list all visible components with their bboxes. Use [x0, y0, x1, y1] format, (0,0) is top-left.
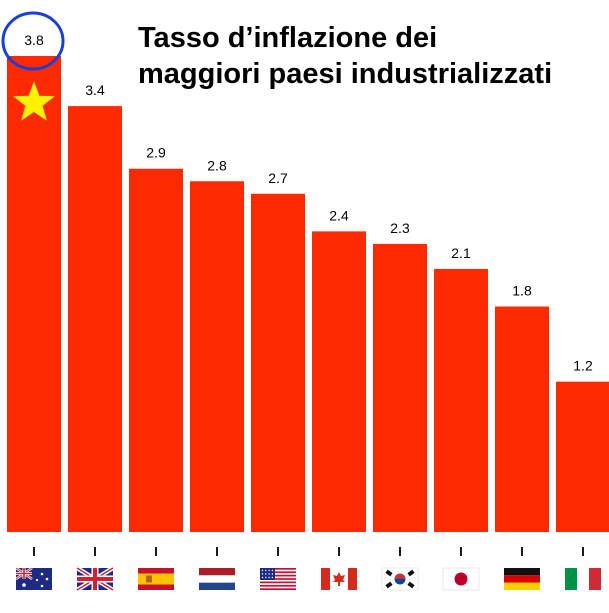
tick-mark: [399, 547, 401, 556]
bar-spain: [129, 168, 183, 532]
tick-mark: [277, 547, 279, 556]
bar-united-states: [251, 193, 305, 532]
value-labels-group: 3.8 3.4 2.9 2.8 2.7 2.4 2.3 2.1 1.8 1.2: [24, 32, 593, 374]
bar-south-korea: [373, 243, 427, 533]
value-label-australia: 3.8: [24, 32, 44, 48]
value-label-south-korea: 2.3: [390, 220, 410, 236]
chart-title: Tasso d’inflazione dei maggiori paesi in…: [138, 20, 552, 92]
highlight-circle: [1, 11, 65, 71]
value-label-japan: 2.1: [451, 245, 471, 261]
flag-australia-icon: [15, 567, 52, 590]
flag-spain-icon: [138, 568, 174, 590]
flag-netherlands-icon: [199, 568, 235, 590]
value-label-italy: 1.2: [573, 358, 593, 374]
bar-united-kingdom: [68, 106, 122, 533]
tick-mark: [338, 547, 340, 556]
flags-group: [15, 566, 601, 592]
bar-australia: [7, 56, 61, 532]
value-label-spain: 2.9: [146, 145, 166, 161]
star-icon: [13, 81, 55, 121]
bar-netherlands: [190, 181, 244, 532]
bar-germany: [495, 306, 549, 532]
tick-mark: [582, 547, 584, 556]
value-label-united-kingdom: 3.4: [85, 82, 105, 98]
flag-uk-icon: [75, 566, 115, 592]
tick-mark: [460, 547, 462, 556]
value-label-netherlands: 2.8: [207, 157, 227, 173]
value-label-canada: 2.4: [329, 207, 349, 223]
tick-mark: [94, 547, 96, 556]
bar-canada: [312, 231, 366, 533]
bar-japan: [434, 268, 488, 532]
bar-italy: [556, 381, 609, 532]
chart-title-line-1: Tasso d’inflazione dei: [138, 22, 438, 54]
chart-title-line-2: maggiori paesi industrializzati: [138, 58, 553, 90]
tick-mark: [155, 547, 157, 556]
value-label-germany: 1.8: [512, 283, 532, 299]
highlight-group: [1, 11, 65, 121]
tick-marks-group: [33, 547, 584, 556]
bars-group: [7, 56, 609, 533]
flag-usa-icon: [260, 568, 296, 590]
flag-south-korea-icon: [381, 567, 419, 591]
flag-japan-icon: [442, 567, 480, 591]
flag-germany-icon: [504, 568, 540, 590]
tick-mark: [33, 547, 35, 556]
tick-mark: [521, 547, 523, 556]
flag-italy-icon: [565, 568, 601, 590]
flag-canada-icon: [321, 568, 357, 590]
value-label-united-states: 2.7: [268, 170, 288, 186]
tick-mark: [216, 547, 218, 556]
